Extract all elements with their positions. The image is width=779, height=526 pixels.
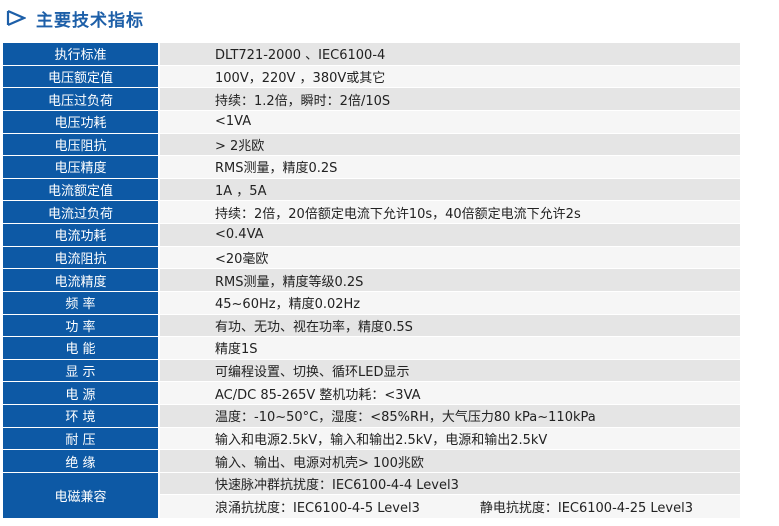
row-label: 绝 缘 xyxy=(3,450,158,473)
table-row: 电压功耗 <1VA xyxy=(3,110,740,134)
row-label: 电流功耗 xyxy=(3,224,158,247)
row-label: 电压功耗 xyxy=(3,110,158,134)
row-value: RMS测量，精度0.2S xyxy=(160,156,740,179)
row-value: 1A ，5A xyxy=(160,178,740,202)
table-row: 电压额定值 100V，220V ，380V或其它 xyxy=(3,65,740,89)
table-row: 显 示可编程设置、切换、循环LED显示 xyxy=(3,359,740,383)
table-row: 执行标准 DLT721-2000 、IEC6100-4 xyxy=(3,43,740,66)
row-value: 精度1S xyxy=(160,337,740,360)
row-label: 耐 压 xyxy=(3,427,158,451)
row-label: 电压精度 xyxy=(3,156,158,179)
row-label: 电流额定值 xyxy=(3,178,158,202)
row-value: <1VA xyxy=(160,110,740,134)
row-label: 电磁兼容 xyxy=(3,472,158,518)
row-value: > 2兆欧 xyxy=(160,133,740,157)
table-row: 绝 缘输入、输出、电源对机壳> 100兆欧 xyxy=(3,450,740,473)
row-label: 电流阻抗 xyxy=(3,246,158,270)
row-label: 电 源 xyxy=(3,382,158,405)
row-value: AC/DC 85-265V 整机功耗：<3VA xyxy=(160,382,740,405)
row-value: <0.4VA xyxy=(160,224,740,247)
row-label: 电压阻抗 xyxy=(3,133,158,157)
row-label: 电 能 xyxy=(3,337,158,360)
table-row: 电流阻抗 <20毫欧 xyxy=(3,246,740,270)
table-row: 功 率有功、无功、视在功率，精度0.5S xyxy=(3,314,740,338)
row-value: <20毫欧 xyxy=(160,246,740,270)
table-row: 电压阻抗 > 2兆欧 xyxy=(3,133,740,157)
row-label: 显 示 xyxy=(3,359,158,383)
row-value: 输入和电源2.5kV，输入和输出2.5kV，电源和输出2.5kV xyxy=(160,427,740,451)
row-value: 静电抗扰度：IEC6100-4-25 Level3 xyxy=(479,501,693,517)
row-value: 持续：2倍，20倍额定电流下允许10s，40倍额定电流下允许2s xyxy=(160,201,740,224)
table-row-emc: 电磁兼容 快速脉冲群抗扰度：IEC6100-4-4 Level3 浪涌抗扰度：I… xyxy=(3,472,740,518)
row-label: 环 境 xyxy=(3,405,158,428)
table-row: 电流过负荷 持续：2倍，20倍额定电流下允许10s，40倍额定电流下允许2s xyxy=(3,201,740,224)
table-row: 频 率 45~60Hz，精度0.02Hz xyxy=(3,291,740,315)
row-value: 输入、输出、电源对机壳> 100兆欧 xyxy=(160,450,740,473)
row-label: 电流精度 xyxy=(3,269,158,292)
table-row: 电 源 AC/DC 85-265V 整机功耗：<3VA xyxy=(3,382,740,405)
row-value: 有功、无功、视在功率，精度0.5S xyxy=(160,314,740,338)
row-label: 频 率 xyxy=(3,291,158,315)
row-value: DLT721-2000 、IEC6100-4 xyxy=(160,43,740,66)
row-value: 持续：1.2倍，瞬时：2倍/10S xyxy=(160,88,740,111)
table-row: 电压精度 RMS测量，精度0.2S xyxy=(3,156,740,179)
row-value: 温度：-10~50°C，湿度：<85%RH，大气压力80 kPa~110kPa xyxy=(160,405,740,428)
table-row: 电 能精度1S xyxy=(3,337,740,360)
row-value: RMS测量，精度等级0.2S xyxy=(160,269,740,292)
row-value: 可编程设置、切换、循环LED显示 xyxy=(160,359,740,383)
table-row: 电压过负荷 持续：1.2倍，瞬时：2倍/10S xyxy=(3,88,740,111)
row-label: 电压过负荷 xyxy=(3,88,158,111)
table-row: 电流功耗 <0.4VA xyxy=(3,224,740,247)
triangle-arrow-icon xyxy=(6,9,26,27)
table-row: 电流额定值 1A ，5A xyxy=(3,178,740,202)
row-value: 浪涌抗扰度：IEC6100-4-5 Level3 xyxy=(215,501,420,517)
row-value: 快速脉冲群抗扰度：IEC6100-4-4 Level3 xyxy=(160,472,740,496)
row-value: 45~60Hz，精度0.02Hz xyxy=(160,291,740,315)
row-value: 100V，220V ，380V或其它 xyxy=(160,65,740,89)
section-header: 主要技术指标 xyxy=(6,6,144,31)
row-label: 执行标准 xyxy=(3,43,158,66)
row-label: 功 率 xyxy=(3,314,158,338)
table-row: 环 境温度：-10~50°C，湿度：<85%RH，大气压力80 kPa~110k… xyxy=(3,405,740,428)
row-label: 电流过负荷 xyxy=(3,201,158,224)
row-label: 电压额定值 xyxy=(3,65,158,89)
section-title: 主要技术指标 xyxy=(36,10,144,31)
table-row: 耐 压输入和电源2.5kV，输入和输出2.5kV，电源和输出2.5kV xyxy=(3,427,740,451)
table-row: 电流精度 RMS测量，精度等级0.2S xyxy=(3,269,740,292)
spec-table: 执行标准 DLT721-2000 、IEC6100-4 电压额定值 100V，220V… xyxy=(3,43,740,518)
